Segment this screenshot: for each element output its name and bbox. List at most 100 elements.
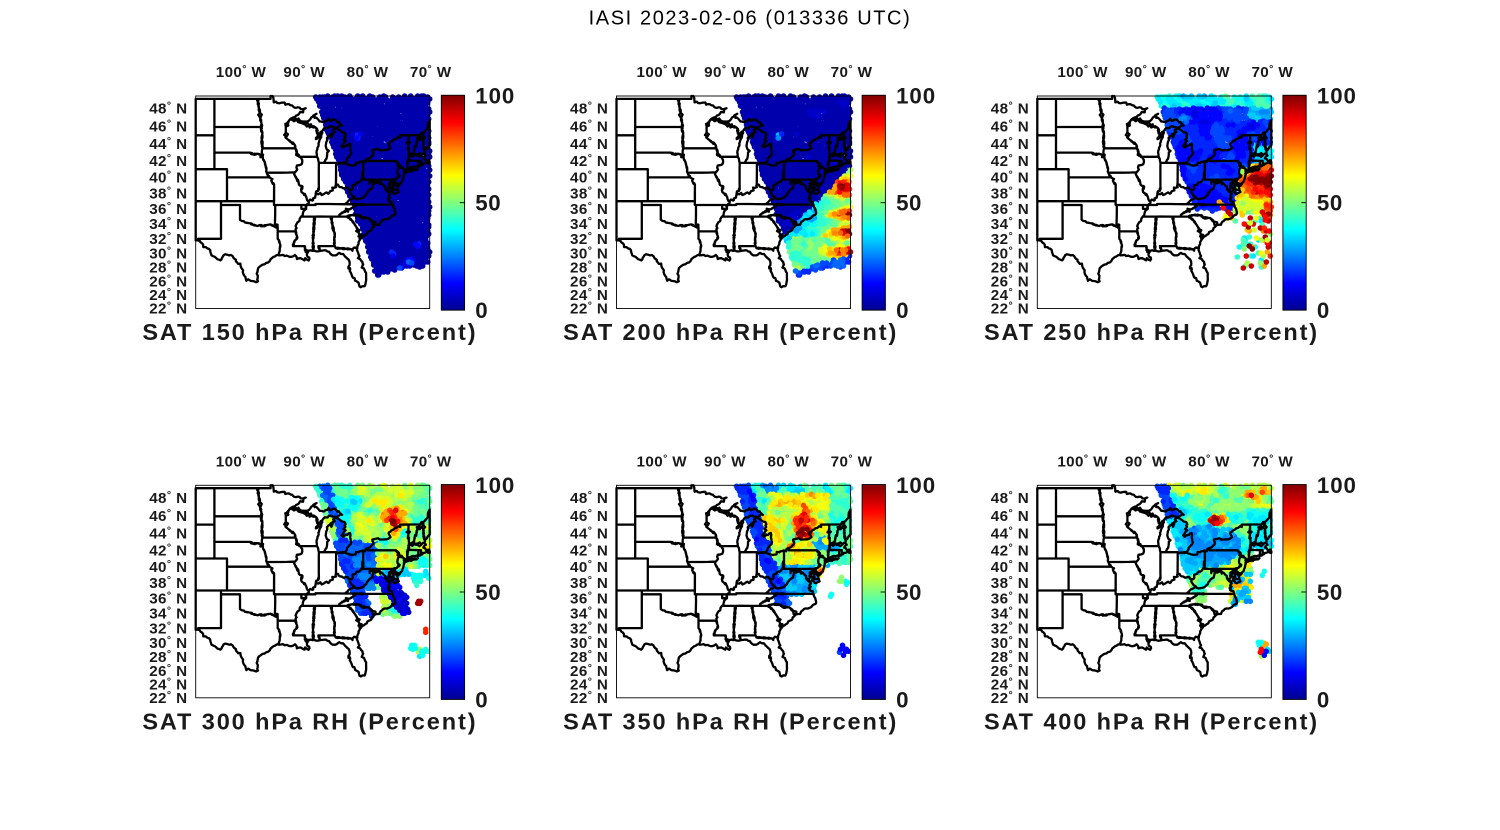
svg-text:26° N: 26° N (570, 273, 608, 291)
svg-text:100: 100 (1317, 84, 1357, 109)
svg-text:46° N: 46° N (570, 507, 608, 525)
svg-text:0: 0 (1317, 298, 1330, 323)
svg-text:48° N: 48° N (149, 100, 187, 118)
svg-text:36° N: 36° N (570, 200, 608, 218)
svg-text:70° W: 70° W (1251, 63, 1293, 81)
svg-text:100: 100 (1317, 473, 1357, 498)
svg-text:48° N: 48° N (149, 489, 187, 507)
svg-text:80° W: 80° W (347, 452, 389, 470)
svg-text:26° N: 26° N (149, 273, 187, 291)
svg-text:42° N: 42° N (570, 542, 608, 560)
svg-text:70° W: 70° W (410, 63, 452, 81)
svg-text:IASI 2023-02-06 (013336 UTC): IASI 2023-02-06 (013336 UTC) (589, 8, 912, 30)
svg-text:28° N: 28° N (991, 648, 1029, 666)
svg-text:40° N: 40° N (991, 558, 1029, 576)
svg-text:34° N: 34° N (991, 605, 1029, 623)
svg-text:SAT 200 hPa RH (Percent): SAT 200 hPa RH (Percent) (563, 319, 898, 345)
svg-text:0: 0 (475, 298, 488, 323)
svg-text:50: 50 (896, 191, 922, 216)
svg-text:100° W: 100° W (637, 452, 688, 470)
svg-text:32° N: 32° N (149, 619, 187, 637)
svg-text:90° W: 90° W (283, 452, 325, 470)
svg-text:100: 100 (475, 473, 515, 498)
svg-text:30° N: 30° N (991, 634, 1029, 652)
svg-text:SAT 400 hPa RH (Percent): SAT 400 hPa RH (Percent) (984, 708, 1319, 734)
svg-text:42° N: 42° N (991, 152, 1029, 170)
svg-text:100° W: 100° W (216, 452, 267, 470)
svg-text:44° N: 44° N (991, 135, 1029, 153)
svg-text:0: 0 (896, 687, 909, 712)
svg-text:0: 0 (475, 687, 488, 712)
svg-text:32° N: 32° N (149, 230, 187, 248)
svg-text:26° N: 26° N (149, 662, 187, 680)
svg-text:40° N: 40° N (570, 558, 608, 576)
svg-text:80° W: 80° W (767, 452, 809, 470)
svg-text:28° N: 28° N (149, 648, 187, 666)
svg-text:36° N: 36° N (991, 200, 1029, 218)
svg-text:26° N: 26° N (570, 662, 608, 680)
svg-text:32° N: 32° N (991, 619, 1029, 637)
svg-text:50: 50 (1317, 191, 1343, 216)
svg-text:30° N: 30° N (149, 634, 187, 652)
svg-text:0: 0 (1317, 687, 1330, 712)
svg-text:SAT 250 hPa RH (Percent): SAT 250 hPa RH (Percent) (984, 319, 1319, 345)
svg-text:38° N: 38° N (991, 574, 1029, 592)
svg-text:100: 100 (896, 84, 936, 109)
svg-text:70° W: 70° W (1251, 452, 1293, 470)
svg-text:30° N: 30° N (570, 245, 608, 263)
svg-text:SAT 350 hPa RH (Percent): SAT 350 hPa RH (Percent) (563, 708, 898, 734)
svg-text:36° N: 36° N (149, 589, 187, 607)
svg-text:28° N: 28° N (991, 259, 1029, 277)
svg-text:44° N: 44° N (570, 135, 608, 153)
svg-text:38° N: 38° N (149, 574, 187, 592)
svg-text:80° W: 80° W (1188, 63, 1230, 81)
svg-text:42° N: 42° N (570, 152, 608, 170)
svg-text:22° N: 22° N (570, 689, 608, 707)
svg-text:40° N: 40° N (149, 169, 187, 187)
svg-text:24° N: 24° N (149, 286, 187, 304)
svg-text:SAT 150 hPa RH (Percent): SAT 150 hPa RH (Percent) (142, 319, 477, 345)
svg-text:48° N: 48° N (991, 100, 1029, 118)
svg-text:100: 100 (475, 84, 515, 109)
svg-text:36° N: 36° N (570, 589, 608, 607)
svg-text:80° W: 80° W (767, 63, 809, 81)
svg-text:50: 50 (1317, 580, 1343, 605)
svg-text:40° N: 40° N (149, 558, 187, 576)
svg-text:34° N: 34° N (991, 215, 1029, 233)
svg-text:22° N: 22° N (149, 300, 187, 318)
svg-text:50: 50 (475, 191, 501, 216)
svg-text:100: 100 (896, 473, 936, 498)
svg-text:SAT 300 hPa RH (Percent): SAT 300 hPa RH (Percent) (142, 708, 477, 734)
svg-text:24° N: 24° N (570, 286, 608, 304)
svg-text:28° N: 28° N (149, 259, 187, 277)
svg-text:44° N: 44° N (991, 525, 1029, 543)
svg-text:48° N: 48° N (991, 489, 1029, 507)
svg-text:46° N: 46° N (991, 507, 1029, 525)
svg-text:34° N: 34° N (570, 605, 608, 623)
svg-text:44° N: 44° N (570, 525, 608, 543)
svg-text:22° N: 22° N (991, 689, 1029, 707)
svg-text:50: 50 (896, 580, 922, 605)
svg-text:24° N: 24° N (991, 676, 1029, 694)
svg-text:30° N: 30° N (149, 245, 187, 263)
svg-text:22° N: 22° N (991, 300, 1029, 318)
svg-text:26° N: 26° N (991, 273, 1029, 291)
svg-text:46° N: 46° N (149, 507, 187, 525)
svg-text:90° W: 90° W (1125, 452, 1167, 470)
svg-text:46° N: 46° N (570, 118, 608, 136)
svg-text:26° N: 26° N (991, 662, 1029, 680)
svg-text:90° W: 90° W (704, 63, 746, 81)
svg-text:32° N: 32° N (570, 230, 608, 248)
svg-text:40° N: 40° N (570, 169, 608, 187)
svg-text:22° N: 22° N (149, 689, 187, 707)
svg-text:34° N: 34° N (149, 605, 187, 623)
svg-text:32° N: 32° N (991, 230, 1029, 248)
svg-text:32° N: 32° N (570, 619, 608, 637)
svg-text:28° N: 28° N (570, 259, 608, 277)
svg-text:70° W: 70° W (410, 452, 452, 470)
svg-text:42° N: 42° N (149, 152, 187, 170)
svg-text:70° W: 70° W (831, 452, 873, 470)
svg-text:90° W: 90° W (704, 452, 746, 470)
svg-text:36° N: 36° N (991, 589, 1029, 607)
svg-text:42° N: 42° N (991, 542, 1029, 560)
